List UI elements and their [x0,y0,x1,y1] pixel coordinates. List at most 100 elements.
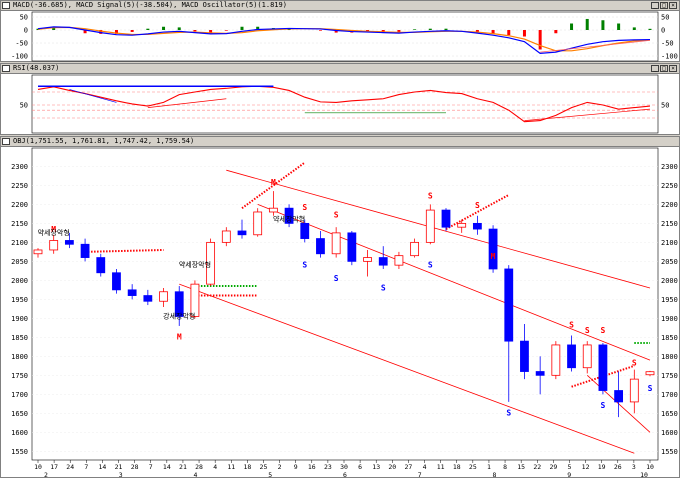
main-y-tick-left: 1650 [11,410,28,418]
x-day-tick: 25 [469,463,477,471]
maximize-icon[interactable]: □ [660,2,668,9]
candle-body [504,268,514,342]
x-day-tick: 13 [372,463,380,471]
x-day-tick: 7 [149,463,153,471]
x-day-tick: 23 [324,463,332,471]
candle-body [472,222,482,230]
minimize-icon[interactable]: _ [651,65,659,72]
main-y-tick-right: 1850 [661,334,678,342]
main-y-tick-left: 2200 [11,201,28,209]
macd-trendline [540,40,651,53]
main-y-tick-left: 1600 [11,429,28,437]
channel-lower-line [179,283,635,454]
candle-body [363,257,372,262]
main-title-bar[interactable]: OBJ(1,751.55, 1,761.81, 1,747.42, 1,759.… [1,137,679,147]
x-day-tick: 11 [437,463,445,471]
pattern-marker: S [428,261,433,270]
macd-y-tick-right: -50 [661,40,674,48]
candle-body [300,222,310,239]
pattern-marker: S [475,201,480,210]
x-month-tick: 5 [268,471,272,478]
x-day-tick: 12 [582,463,590,471]
rsi-y-tick-right: 50 [661,102,669,110]
x-month-tick: 8 [493,471,497,478]
rsi-trendline [524,108,651,121]
candle-body [378,257,388,266]
macd-y-tick-left: 50 [20,14,28,22]
maximize-icon[interactable]: □ [660,65,668,72]
candle-body [221,230,231,243]
channel-middle-line [257,204,651,361]
panel-menu-icon[interactable] [2,138,10,145]
main-y-tick-left: 2100 [11,239,28,247]
close-icon[interactable]: × [669,65,677,72]
main-y-tick-right: 2150 [661,220,678,228]
pattern-marker: S [569,321,574,330]
candle-body [488,228,498,270]
macd-title-bar[interactable]: MACD(-36.685), MACD Signal(5)(-38.504), … [1,1,679,11]
candle-body [206,241,216,285]
candle-body [629,378,639,403]
pattern-marker: S [302,203,307,212]
candle-body [347,232,357,262]
rsi-title: RSI(48.037) [13,64,60,72]
close-icon[interactable]: × [669,2,677,9]
pattern-marker: S [632,359,637,368]
candle-body [33,249,43,255]
panel-menu-icon[interactable] [2,65,10,72]
x-day-tick: 15 [517,463,525,471]
main-y-tick-right: 2200 [661,201,678,209]
x-day-tick: 26 [614,463,622,471]
candle-body [441,209,451,228]
pattern-marker: S [601,326,606,335]
rsi-panel: RSI(48.037) _ □ × 50 50 [0,63,680,135]
pattern-marker: S [381,283,386,292]
x-month-tick: 6 [343,471,347,478]
x-day-tick: 11 [227,463,235,471]
panel-menu-icon[interactable] [2,2,10,9]
candle-body [174,291,184,317]
minimize-icon[interactable]: _ [651,2,659,9]
main-title: OBJ(1,751.55, 1,761.81, 1,747.42, 1,759.… [13,137,195,145]
x-month-tick: 10 [640,471,648,478]
rsi-line [37,85,651,123]
candle-body [410,241,420,257]
pattern-marker: S [601,401,606,410]
dotted-support-line [85,248,164,253]
candle-body [143,295,153,302]
pattern-marker: S [302,261,307,270]
main-y-tick-right: 2100 [661,239,678,247]
main-y-tick-right: 1750 [661,372,678,380]
candle-body [551,344,561,376]
main-y-tick-right: 2000 [661,277,678,285]
main-y-tick-left: 1700 [11,391,28,399]
main-y-tick-left: 2250 [11,182,28,190]
main-y-tick-right: 1650 [661,410,678,418]
rsi-title-bar[interactable]: RSI(48.037) _ □ × [1,64,679,74]
candle-body [457,222,467,228]
macd-line [37,26,651,55]
x-month-tick: 9 [567,471,571,478]
macd-y-tick-left: 0 [24,27,28,35]
pattern-label: 약세장악형 [38,228,70,237]
main-y-tick-left: 1800 [11,353,28,361]
x-day-tick: 21 [115,463,123,471]
pattern-label: 강세장악형 [163,311,195,320]
macd-y-tick-left: -50 [15,40,28,48]
x-day-tick: 18 [453,463,461,471]
main-y-tick-right: 1600 [661,429,678,437]
main-y-tick-left: 1950 [11,296,28,304]
candle-body [112,272,121,291]
x-day-tick: 10 [646,463,654,471]
main-y-tick-right: 1950 [661,296,678,304]
x-day-tick: 14 [99,463,107,471]
rsi-trendline [147,98,227,108]
x-day-tick: 25 [260,463,268,471]
x-day-tick: 4 [423,463,427,471]
macd-y-tick-right: 50 [661,14,669,22]
candle-body [268,207,278,213]
main-y-tick-left: 2300 [11,163,28,171]
pattern-marker: M [271,178,276,187]
x-day-tick: 17 [50,463,58,471]
x-day-tick: 9 [294,463,298,471]
